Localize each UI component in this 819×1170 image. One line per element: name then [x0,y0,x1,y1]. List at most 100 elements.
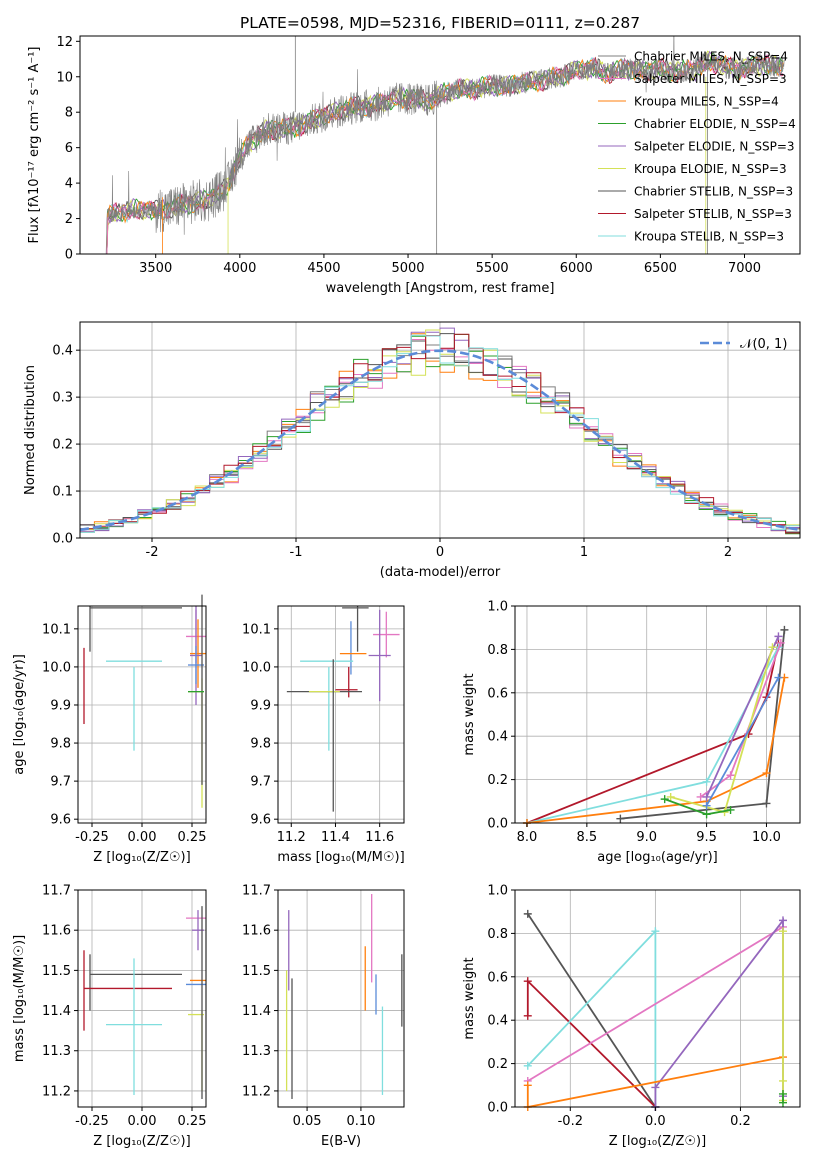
mass-weight-marker [726,805,735,814]
legend-entry: 𝒩(0, 1) [740,337,787,352]
residual-legend: 𝒩(0, 1) [700,337,787,352]
x-axis-label: (data-model)/error [380,565,501,580]
error-bar-point [190,619,206,688]
mass-weight-line [527,926,784,1082]
x-tick-label: 3500 [139,261,172,276]
error-bar-point [368,609,391,702]
mass_vs_EBV-marks [285,894,403,1099]
axes-frame [277,605,405,824]
x-tick-label: 0 [436,545,444,560]
mass-weight-marker [666,792,675,801]
y-axis-label: age [log₁₀(age/yr)] [12,654,27,775]
normal-curve [80,349,800,532]
x-tick-label: 10.0 [752,830,781,845]
observed-spectrum-line [105,36,785,254]
mass-weight-marker [780,625,789,634]
mass-weight-marker [778,1076,787,1085]
mass-weight-marker [702,801,711,810]
y-tick-label: 9.7 [50,775,71,790]
y-tick-label: 11.4 [42,1004,71,1019]
axes-frame [514,605,801,824]
legend-entry: Chabrier STELIB, N_SSP=3 [634,185,793,199]
y-tick-label: 9.8 [250,737,271,752]
x-tick-label: 0.0 [645,1114,666,1129]
y-axis-label: mass [log₁₀(M/M☉)] [12,935,27,1062]
y-tick-label: 0.2 [487,1057,508,1072]
y-tick-label: 6 [65,141,73,156]
legend-entry: Chabrier ELODIE, N_SSP=4 [634,117,796,131]
y-tick-label: 0.2 [52,438,73,453]
y-tick-label: 11.3 [242,1044,271,1059]
x-tick-label: 0.00 [128,830,157,845]
mass-weight-line [526,677,786,824]
legend-entry: Salpeter STELIB, N_SSP=3 [634,207,792,221]
y-tick-label: 11.5 [42,964,71,979]
y-tick-label: 0.6 [487,970,508,985]
spectrum-marks [105,36,785,254]
mass_weight_vs_Z-marks [523,909,787,1111]
mass-weight-marker [660,795,669,804]
x-tick-label: 9.5 [696,830,717,845]
x-tick-label: 1 [580,545,588,560]
mass_vs_Z-marks [83,906,206,1099]
x-tick-label: -0.25 [75,830,109,845]
mass-weight-line [527,913,657,1108]
x-axis-label: Z [log₁₀(Z/Z☉)] [93,850,190,865]
x-tick-label: -0.25 [75,1114,109,1129]
legend-entry: Chabrier MILES, N_SSP=4 [634,50,788,64]
mass-weight-marker [651,927,660,936]
x-axis-label: E(B-V) [321,1134,361,1149]
x-axis-label: Z [log₁₀(Z/Z☉)] [609,1134,706,1149]
x-axis-label: Z [log₁₀(Z/Z☉)] [93,1134,190,1149]
y-tick-label: 9.6 [250,813,271,828]
y-tick-label: 11.7 [42,884,71,899]
mass-weight-marker [774,632,783,641]
x-axis-label: age [log₁₀(age/yr)] [597,850,718,865]
x-tick-label: 5500 [476,261,509,276]
x-tick-label: 8.0 [517,830,538,845]
x-tick-label: 11.6 [365,830,394,845]
mass-weight-marker [762,799,771,808]
x-tick-label: 0.25 [178,830,207,845]
mass_weight_vs_Z-panel: -0.2 0.0 0.2 0.0 0.2 0.4 0.6 0.8 1.0 Z [log₁₀(Z/Z… [462,884,801,1149]
mass-weight-marker [778,927,787,936]
mass-weight-marker [774,673,783,682]
chart-title: PLATE=0598, MJD=52316, FIBERID=0111, z=0… [240,14,640,32]
y-tick-label: 9.8 [50,737,71,752]
x-tick-label: -0.2 [558,1114,583,1129]
y-tick-label: 9.9 [50,698,71,713]
mass-weight-marker [523,1061,532,1070]
mass-weight-marker [762,769,771,778]
mass-weight-line [705,636,780,798]
mass-weight-marker [523,909,532,918]
y-tick-label: 0.4 [487,1014,508,1029]
mass-weight-line [664,798,731,816]
x-tick-label: 0.2 [730,1114,751,1129]
x-tick-label: 6000 [560,261,593,276]
residuals-panel: -2 -1 0 1 2 0.0 0.1 0.2 0.3 0.4 (data-model)/error… [23,321,801,580]
y-tick-label: 11.7 [242,884,271,899]
mass-weight-line [526,646,780,824]
y-tick-label: 0 [65,248,73,263]
y-tick-label: 11.6 [242,924,271,939]
x-tick-label: 7000 [728,261,761,276]
y-tick-label: 10.0 [42,660,71,675]
age_vs_Z-marks [83,594,206,808]
y-tick-label: 1.0 [487,884,508,899]
x-tick-label: 11.2 [277,830,306,845]
mass-weight-marker [768,643,777,652]
y-tick-label: 0.8 [487,643,508,658]
x-tick-label: 0.05 [293,1114,322,1129]
y-tick-label: 2 [65,212,73,227]
x-tick-label: 5000 [391,261,424,276]
mass-weight-marker [702,810,711,819]
mass-weight-marker [523,1011,532,1020]
y-tick-label: 0.4 [487,730,508,745]
x-tick-label: 4000 [223,261,256,276]
age_vs_Z-panel: -0.25 0.00 0.25 9.6 9.7 9.8 9.9 10.0 10.1 Z [log₁… [12,594,207,865]
x-tick-label: 4500 [307,261,340,276]
x-tick-label: -1 [290,545,303,560]
mass-weight-marker [778,1098,787,1107]
y-tick-label: 11.5 [242,964,271,979]
x-tick-label: 8.5 [577,830,598,845]
